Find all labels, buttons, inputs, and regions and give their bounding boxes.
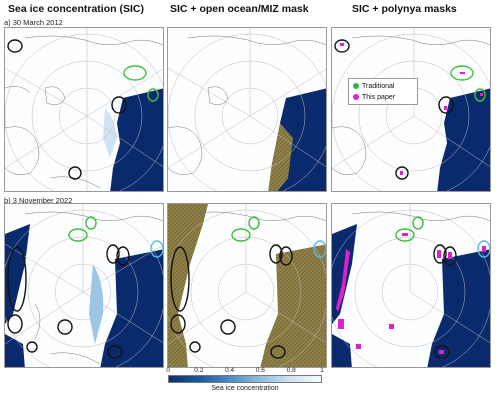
legend-label-this-paper: This paper: [362, 94, 396, 101]
open-ocean-mask: [268, 123, 293, 191]
panel-b-open-ocean: [167, 203, 327, 368]
colorbar-tick-5: 1: [320, 367, 324, 374]
map-b-open-ocean: [168, 204, 326, 367]
coastline: [5, 35, 163, 189]
dense-ice-east: [427, 249, 490, 367]
polynya-circles: [7, 244, 130, 359]
panel-a-polynya: [331, 27, 491, 192]
map-a-polynya: [332, 28, 490, 191]
coastline: [168, 35, 326, 175]
colorbar: [168, 375, 322, 383]
map-a-open-ocean: [168, 28, 326, 191]
polynya-circles: [334, 39, 454, 180]
colorbar-tick-0: 0: [166, 367, 170, 374]
map-b-polynya: [332, 204, 490, 367]
coastline: [187, 211, 326, 222]
graticule: [5, 204, 163, 367]
polynya-mask-pixels: [340, 43, 483, 175]
map-a-sic: [5, 28, 163, 191]
legend-dot-this-paper: [353, 93, 359, 100]
graticule: [168, 28, 326, 191]
green-circles: [450, 65, 486, 102]
map-b-sic: [5, 204, 163, 367]
legend-traditional: Traditional: [353, 82, 394, 92]
dense-ice-east: [100, 249, 163, 367]
panel-a-open-ocean: [167, 27, 327, 192]
legend-this-paper: This paper: [353, 93, 395, 103]
polynya-circles: [7, 39, 127, 180]
green-circles: [123, 65, 159, 102]
coastline: [351, 211, 490, 222]
graticule: [168, 204, 326, 367]
open-ocean-mask-west: [168, 204, 208, 367]
colorbar-tick-3: 0.6: [255, 367, 265, 374]
graticule: [5, 28, 163, 191]
colorbar-tick-2: 0.4: [225, 367, 235, 374]
green-circles: [231, 216, 260, 242]
colorbar-tick-4: 0.8: [286, 367, 296, 374]
cyan-circles: [150, 240, 163, 258]
coastline: [24, 211, 163, 365]
row-label-a: a) 30 March 2012: [4, 18, 63, 27]
marginal-ice: [103, 108, 117, 158]
column-title-polynya-masks: SIC + polynya masks: [352, 3, 457, 15]
panel-b-polynya: [331, 203, 491, 368]
panel-b-sic: [4, 203, 164, 368]
mask-legend: Traditional This paper: [348, 78, 418, 105]
dense-ice-southwest: [332, 334, 352, 367]
graticule: [332, 204, 490, 367]
cyan-circles: [477, 240, 490, 258]
polynya-mask-pixels: [336, 233, 486, 354]
cyan-circles: [313, 240, 326, 258]
dense-ice-west: [5, 224, 30, 324]
legend-label-traditional: Traditional: [362, 83, 395, 90]
coastline: [332, 35, 490, 175]
row-label-b: b) 3 November 2022: [4, 196, 73, 205]
open-ocean-mask-east: [260, 244, 326, 367]
green-circles: [68, 216, 97, 242]
polynya-circles: [170, 244, 293, 359]
polynya-circles: [433, 244, 457, 359]
colorbar-tick-1: 0.2: [194, 367, 204, 374]
column-title-sic: Sea ice concentration (SIC): [8, 3, 144, 15]
dense-ice-southwest: [5, 334, 25, 367]
column-title-open-ocean-mask: SIC + open ocean/MIZ mask: [170, 3, 309, 15]
legend-dot-traditional: [353, 82, 359, 89]
colorbar-label: Sea ice concentration: [211, 385, 279, 392]
green-circles: [395, 216, 424, 242]
panel-a-sic: [4, 27, 164, 192]
marginal-ice: [89, 264, 104, 344]
